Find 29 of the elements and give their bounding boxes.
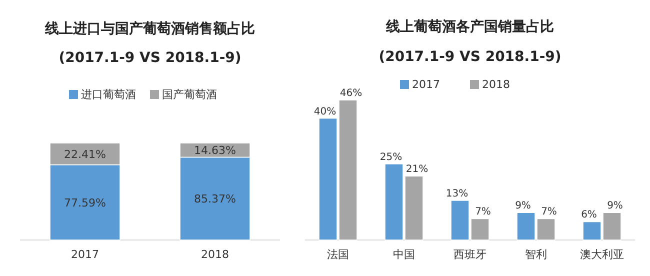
data-label: 6% (581, 210, 597, 221)
data-label: 77.59% (64, 196, 106, 210)
x-tick-label: 澳大利亚 (580, 248, 624, 261)
data-label: 9% (515, 200, 531, 212)
data-label: 40% (314, 106, 336, 118)
legend-label: 2018 (482, 78, 510, 91)
data-label: 7% (475, 206, 491, 218)
x-tick-label: 智利 (525, 248, 547, 261)
chart-title: 线上进口与国产葡萄酒销售额占比 (44, 20, 255, 37)
data-label: 7% (541, 206, 557, 218)
data-label: 46% (340, 88, 362, 99)
legend-label: 进口葡萄酒 (81, 88, 136, 101)
legend-label: 2017 (412, 78, 440, 91)
chart-subtitle: (2017.1-9 VS 2018.1-9) (378, 49, 562, 65)
x-tick-label: 法国 (327, 248, 349, 261)
data-label: 14.63% (194, 144, 236, 158)
chart-subtitle: (2017.1-9 VS 2018.1-9) (58, 50, 242, 66)
x-tick-label: 中国 (393, 248, 415, 261)
data-label: 25% (380, 152, 402, 163)
x-tick-label: 2018 (201, 248, 229, 261)
data-label: 13% (446, 188, 468, 200)
x-tick-label: 西班牙 (454, 248, 486, 261)
data-label: 9% (607, 200, 623, 212)
x-tick-label: 2017 (71, 248, 99, 261)
data-label: 85.37% (194, 192, 236, 206)
data-label: 21% (406, 164, 428, 176)
chart-title: 线上葡萄酒各产国销量占比 (385, 18, 554, 35)
legend-label: 国产葡萄酒 (162, 88, 217, 101)
data-label: 22.41% (64, 148, 106, 161)
